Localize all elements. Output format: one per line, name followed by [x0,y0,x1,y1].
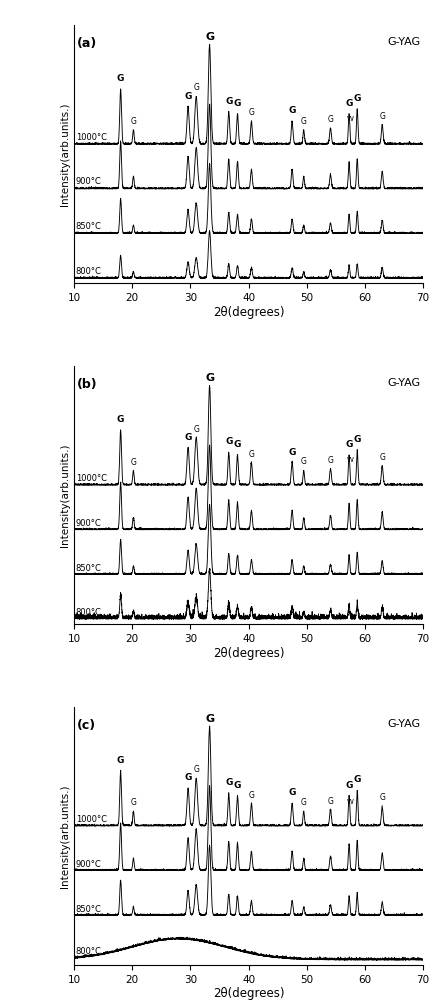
Text: G: G [205,714,214,724]
Text: G: G [345,99,353,108]
Text: G: G [327,456,334,465]
X-axis label: 2θ(degrees): 2θ(degrees) [213,647,284,660]
Y-axis label: Intensity(arb.units.): Intensity(arb.units.) [60,102,70,206]
Text: G: G [379,453,385,462]
Text: G: G [234,99,241,108]
Text: G: G [225,778,232,787]
Text: G: G [184,433,192,442]
Text: W: W [347,457,354,463]
Text: G: G [354,435,361,444]
Text: G: G [301,798,307,807]
Text: G: G [379,793,385,802]
Text: G: G [327,797,334,806]
Text: G: G [184,92,192,101]
Text: G: G [117,415,124,424]
Y-axis label: Intensity(arb.units.): Intensity(arb.units.) [60,443,70,547]
Text: G: G [193,765,199,774]
X-axis label: 2θ(degrees): 2θ(degrees) [213,306,284,319]
Text: 800°C: 800°C [76,608,102,617]
Text: 900°C: 900°C [76,519,102,528]
Text: G: G [301,117,307,126]
Text: G: G [327,115,334,124]
Text: G-YAG: G-YAG [387,719,420,729]
Text: G: G [234,440,241,449]
Text: 800°C: 800°C [76,947,102,956]
Text: 1000°C: 1000°C [76,474,107,483]
Text: (c): (c) [77,719,96,732]
Text: G: G [130,458,136,467]
Text: G: G [289,788,296,797]
Text: G: G [130,117,136,126]
Text: G: G [249,791,254,800]
Text: G: G [249,450,254,459]
Text: G: G [249,108,254,117]
Text: G: G [345,781,353,790]
Text: G: G [225,437,232,446]
Text: W: W [347,116,354,122]
Text: 850°C: 850°C [76,222,102,231]
Text: G: G [130,798,136,807]
Text: G: G [193,425,199,434]
Text: 850°C: 850°C [76,905,102,914]
Text: G: G [301,457,307,466]
Text: G: G [117,74,124,83]
Text: G: G [205,373,214,383]
X-axis label: 2θ(degrees): 2θ(degrees) [213,987,284,1000]
Text: G: G [379,112,385,121]
Text: G: G [345,440,353,449]
Text: G: G [225,97,232,106]
Text: G-YAG: G-YAG [387,378,420,388]
Text: (a): (a) [77,37,97,50]
Text: G-YAG: G-YAG [387,37,420,47]
Text: 900°C: 900°C [76,177,102,186]
Text: W: W [347,799,354,805]
Text: G: G [205,32,214,42]
Text: G: G [289,106,296,115]
Text: G: G [193,83,199,92]
Text: G: G [354,775,361,784]
Y-axis label: Intensity(arb.units.): Intensity(arb.units.) [60,784,70,888]
Text: (b): (b) [77,378,98,391]
Text: 900°C: 900°C [76,860,102,869]
Text: 1000°C: 1000°C [76,815,107,824]
Text: 800°C: 800°C [76,267,102,276]
Text: G: G [234,781,241,790]
Text: G: G [117,756,124,765]
Text: G: G [354,94,361,103]
Text: 1000°C: 1000°C [76,133,107,142]
Text: 850°C: 850°C [76,564,102,573]
Text: G: G [289,448,296,457]
Text: G: G [184,773,192,782]
